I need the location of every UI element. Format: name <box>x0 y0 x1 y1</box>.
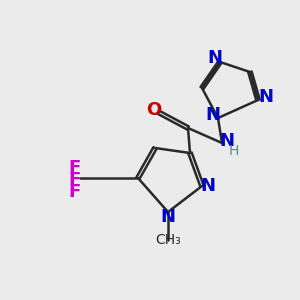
Text: N: N <box>206 106 220 124</box>
Text: N: N <box>160 208 175 226</box>
Text: CH₃: CH₃ <box>155 233 181 247</box>
Text: N: N <box>259 88 274 106</box>
Text: O: O <box>146 101 162 119</box>
Text: N: N <box>208 49 223 67</box>
Text: F: F <box>69 183 81 201</box>
Text: N: N <box>200 177 215 195</box>
Text: N: N <box>220 132 235 150</box>
Text: F: F <box>69 159 81 177</box>
Text: H: H <box>229 144 239 158</box>
Text: F: F <box>69 171 81 189</box>
